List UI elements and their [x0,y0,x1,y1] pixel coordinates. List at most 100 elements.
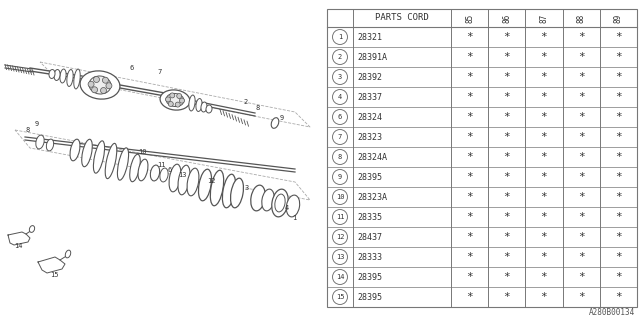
Text: 14: 14 [336,274,344,280]
Text: *: * [615,292,622,302]
Text: *: * [504,212,510,222]
Circle shape [333,109,348,124]
Ellipse shape [211,170,224,206]
Ellipse shape [196,99,202,111]
Text: 28395: 28395 [357,273,382,282]
Text: *: * [615,132,622,142]
Ellipse shape [271,118,279,128]
Text: *: * [466,152,473,162]
Ellipse shape [160,90,190,110]
Text: *: * [578,252,584,262]
Text: 28324A: 28324A [357,153,387,162]
Text: *: * [466,232,473,242]
Text: 85: 85 [465,13,474,23]
Text: *: * [541,32,547,42]
Text: *: * [578,72,584,82]
Text: *: * [578,92,584,102]
Text: 1: 1 [292,215,296,221]
Text: *: * [466,252,473,262]
Text: *: * [578,172,584,182]
Text: *: * [615,252,622,262]
Circle shape [333,29,348,44]
Text: 6: 6 [167,167,172,173]
Ellipse shape [169,164,181,192]
Circle shape [333,229,348,244]
Text: 7: 7 [157,69,161,75]
Text: *: * [504,72,510,82]
Text: *: * [541,112,547,122]
Text: *: * [466,72,473,82]
Circle shape [333,130,348,145]
Text: *: * [615,72,622,82]
Ellipse shape [166,93,184,107]
Text: 10: 10 [138,149,147,155]
Circle shape [177,93,182,99]
Text: 28437: 28437 [357,233,382,242]
Circle shape [93,76,99,83]
Circle shape [179,98,184,103]
Text: 28395: 28395 [357,172,382,181]
Text: 28395: 28395 [357,292,382,301]
Text: *: * [541,152,547,162]
Text: *: * [578,52,584,62]
Ellipse shape [275,194,285,212]
Text: 28321: 28321 [357,33,382,42]
Ellipse shape [286,195,300,217]
Circle shape [333,250,348,265]
Text: 4: 4 [285,205,289,211]
Text: *: * [504,112,510,122]
Text: *: * [615,172,622,182]
Ellipse shape [187,168,199,196]
Text: 4: 4 [338,94,342,100]
Text: 28333: 28333 [357,252,382,261]
Text: 9: 9 [35,121,39,127]
Ellipse shape [201,102,207,112]
Circle shape [333,90,348,105]
Circle shape [166,97,170,102]
Text: *: * [504,292,510,302]
Circle shape [92,87,97,93]
Text: 9: 9 [280,115,284,121]
Circle shape [100,88,106,93]
Circle shape [333,210,348,225]
Ellipse shape [36,135,44,149]
Ellipse shape [230,178,243,208]
Text: *: * [615,212,622,222]
Circle shape [333,189,348,204]
Text: *: * [615,112,622,122]
Bar [327,9,637,307]
Ellipse shape [262,189,274,211]
Ellipse shape [54,69,60,80]
Text: *: * [578,112,584,122]
Text: 3: 3 [338,74,342,80]
Text: *: * [466,272,473,282]
Circle shape [168,101,173,107]
Text: *: * [578,192,584,202]
Circle shape [170,93,175,98]
Text: *: * [504,192,510,202]
Text: *: * [615,32,622,42]
Text: *: * [466,212,473,222]
Text: *: * [578,132,584,142]
Text: 13: 13 [178,172,186,178]
Text: *: * [504,132,510,142]
Text: 3: 3 [245,185,249,191]
Text: 28392: 28392 [357,73,382,82]
Text: 89: 89 [614,13,623,23]
Circle shape [333,149,348,164]
Text: *: * [541,92,547,102]
Circle shape [333,50,348,65]
Text: *: * [466,172,473,182]
Polygon shape [38,257,65,273]
Text: *: * [466,52,473,62]
Ellipse shape [82,139,92,167]
Ellipse shape [272,189,288,217]
Text: 11: 11 [336,214,344,220]
Text: *: * [504,232,510,242]
Circle shape [333,69,348,84]
Text: 2: 2 [243,99,247,105]
Circle shape [88,81,94,87]
Ellipse shape [105,143,116,179]
Text: 15: 15 [336,294,344,300]
Ellipse shape [29,226,35,232]
